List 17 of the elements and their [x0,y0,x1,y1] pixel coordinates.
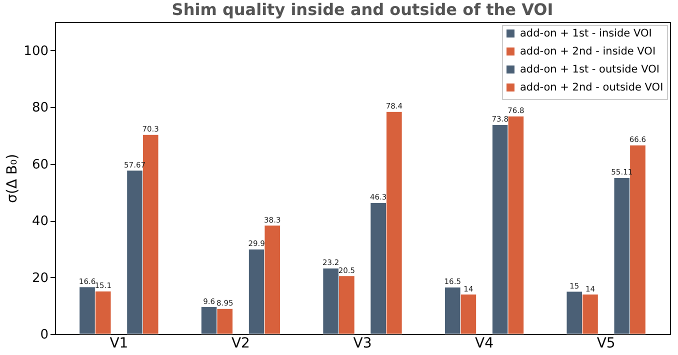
legend-label: add-on + 2nd - inside VOI [520,46,656,58]
x-tick-label: V4 [475,336,494,352]
chart-title: Shim quality inside and outside of the VOI [172,0,554,19]
y-axis-title: σ(Δ B₀) [4,154,21,204]
y-tick-label: 20 [32,270,48,286]
x-tick-label: V1 [110,336,128,352]
x-tick-label: V2 [231,336,250,352]
legend-label: add-on + 2nd - outside VOI [520,82,664,94]
y-tick-label: 80 [32,100,48,116]
y-tick-label: 100 [24,44,48,59]
legend-label: add-on + 1st - outside VOI [520,64,660,76]
x-tick-label: V3 [353,336,372,352]
y-tick-label: 60 [32,157,48,172]
x-tick-label: V5 [596,336,616,352]
y-tick-label: 40 [32,214,48,230]
y-tick-label: 0 [40,328,48,342]
legend-label: add-on + 1st - inside VOI [520,28,652,40]
